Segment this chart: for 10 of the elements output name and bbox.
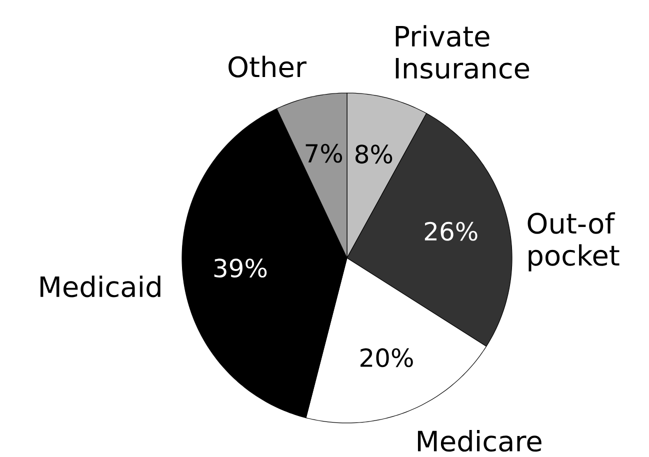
slice-label: Other [228,56,306,78]
data-label: 26% [424,222,478,241]
slice-label: Out-of pocket [528,212,620,272]
slice-label: Private Insurance [396,25,530,79]
data-label: 20% [360,348,413,368]
slice-label: Medicare [418,430,542,452]
slice-label: Medicaid [40,276,160,298]
data-label: 7% [306,144,342,163]
data-label: 39% [214,258,267,278]
data-label: 8% [356,144,392,164]
